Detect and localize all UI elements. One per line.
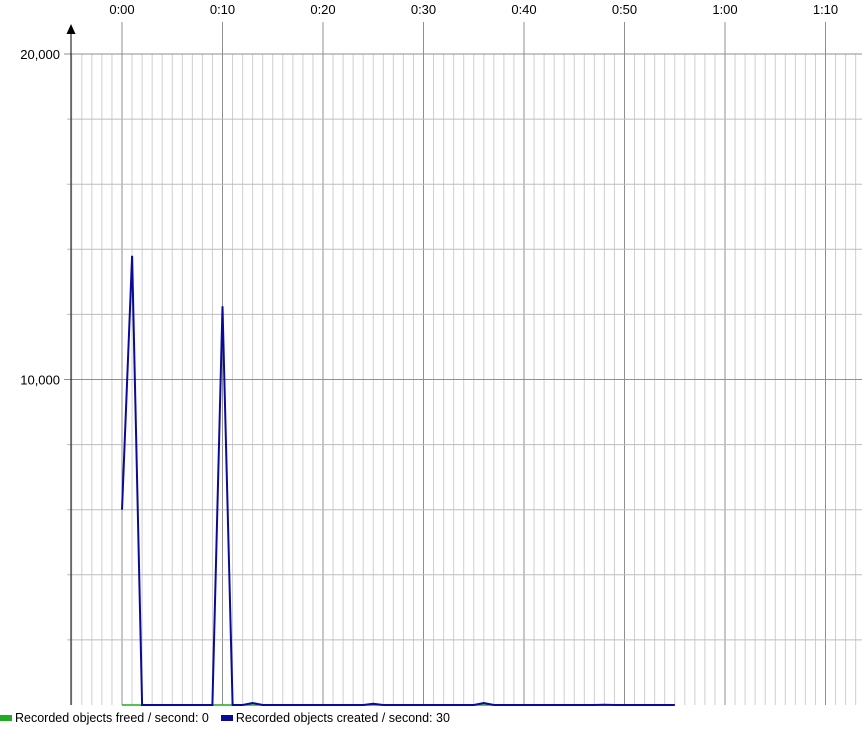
x-tick-label: 0:10 [210, 2, 235, 17]
objects-per-second-chart: 0:00 0:10 0:20 0:30 0:40 0:50 1:00 1:10 10,000 20… [20, 2, 862, 706]
y-axis-arrow-icon [66, 24, 76, 34]
legend: Recorded objects freed / second: 0 Recor… [0, 708, 462, 728]
x-tick-label: 1:10 [813, 2, 838, 17]
x-tick-label: 0:50 [612, 2, 637, 17]
x-tick-label: 1:00 [712, 2, 737, 17]
series-line-created [121, 255, 675, 706]
y-tick-label: 10,000 [20, 373, 60, 388]
axes [66, 24, 76, 705]
legend-label-created: Recorded objects created / second: 30 [235, 711, 450, 725]
grid [64, 22, 862, 705]
legend-item-created: Recorded objects created / second: 30 [220, 711, 450, 725]
x-tick-label: 0:00 [109, 2, 134, 17]
legend-swatch-freed [0, 715, 12, 721]
x-tick-label: 0:30 [411, 2, 436, 17]
x-tick-label: 0:20 [310, 2, 335, 17]
x-tick-label: 0:40 [511, 2, 536, 17]
tick-labels: 0:00 0:10 0:20 0:30 0:40 0:50 1:00 1:10 10,000 20… [20, 2, 838, 388]
series-lines [121, 255, 675, 706]
legend-item-freed: Recorded objects freed / second: 0 [0, 711, 209, 725]
legend-swatch-created [220, 715, 233, 721]
y-tick-label: 20,000 [20, 47, 60, 62]
legend-label-freed: Recorded objects freed / second: 0 [15, 711, 209, 725]
